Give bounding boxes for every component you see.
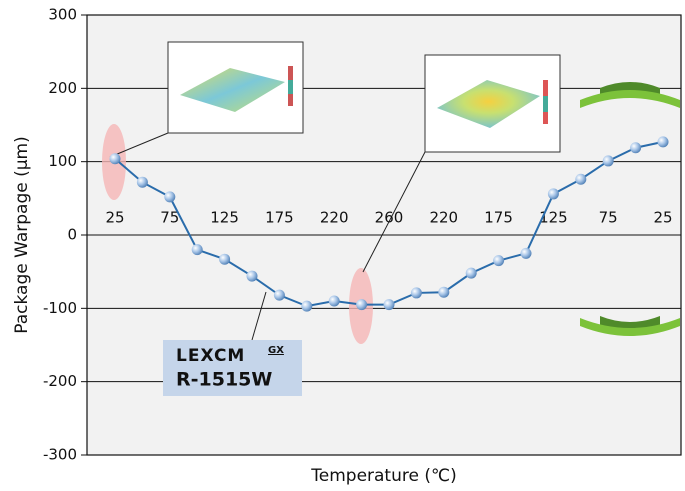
product: R-1515W [176,369,272,391]
x-tick-label: 125 [210,209,239,227]
x-tick-label: 260 [375,209,404,227]
x-tick-label: 220 [429,209,458,227]
data-point [520,247,532,259]
y-tick-label: 0 [67,226,77,244]
y-tick-label: -100 [43,299,77,317]
leader-line [362,151,426,273]
data-point [465,267,477,279]
data-point [602,155,614,167]
data-point [328,295,340,307]
grade: GX [268,345,284,356]
data-point [246,270,258,282]
data-point [575,173,587,185]
leader-line [109,132,169,158]
x-tick-label: 25 [653,209,672,227]
data-point [547,188,559,200]
data-point [301,300,313,312]
leader-line [251,291,267,341]
inset-image [167,41,304,134]
data-point [630,142,642,154]
data-point [383,299,395,311]
data-point [356,299,368,311]
x-tick-label: 25 [105,209,124,227]
data-point [191,244,203,256]
data-point [136,176,148,188]
data-point [438,286,450,298]
data-point [273,289,285,301]
label-box [163,340,302,396]
data-point [657,136,669,148]
data-point [109,153,121,165]
y-tick-label: 300 [48,6,77,24]
inset-image [424,54,561,153]
data-point [410,287,422,299]
x-tick-label: 175 [484,209,513,227]
x-tick-label: 220 [320,209,349,227]
data-point [493,255,505,267]
brand: LEXCM [176,346,245,366]
x-tick-label: 75 [599,209,618,227]
x-axis-title: Temperature (℃) [310,466,456,486]
x-tick-label: 75 [160,209,179,227]
y-tick-label: 100 [48,152,77,170]
y-axis-title: Package Warpage (μm) [12,136,32,334]
warp-icon [580,82,680,336]
x-tick-label: 175 [265,209,294,227]
y-tick-label: -200 [43,372,77,390]
y-tick-label: 200 [48,79,77,97]
data-point [164,191,176,203]
x-tick-label: 125 [539,209,568,227]
y-tick-label: -300 [43,446,77,464]
data-point [219,253,231,265]
